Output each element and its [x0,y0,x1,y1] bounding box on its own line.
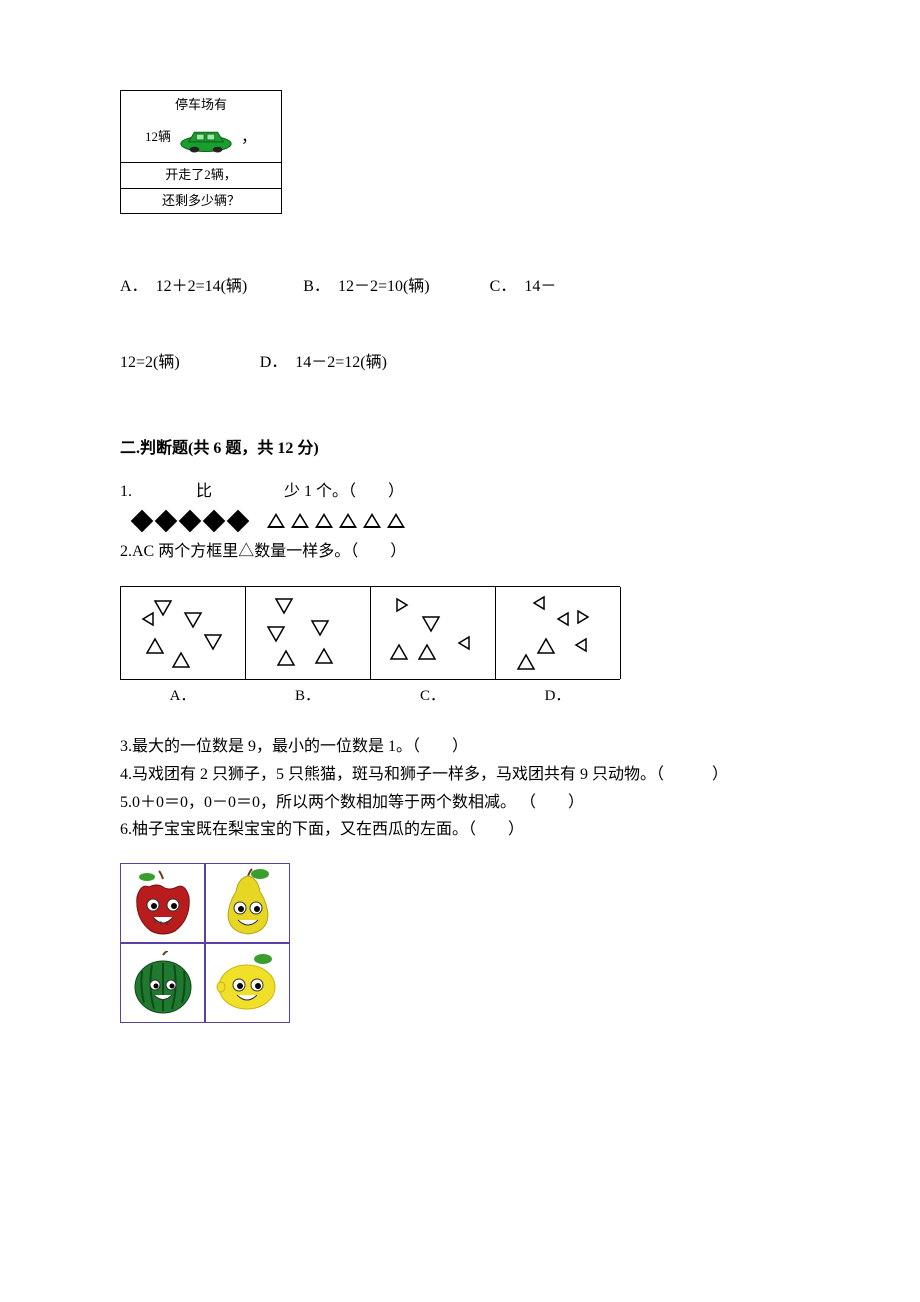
q1-mid: 比 [196,483,212,500]
options-row-2: 12=2(辆) D． 14－2=12(辆) [120,350,800,376]
apple-icon [131,869,195,937]
fruit-lemon-cell [205,943,290,1023]
box-a [121,587,246,679]
triangle-icon [387,513,405,528]
triangle-icon [339,513,357,528]
option-a-text: 12＋2=14(辆) [156,278,248,295]
fruit-grid [120,863,290,1023]
option-c-cont: 12=2(辆) [120,354,180,371]
options-row-1: A． 12＋2=14(辆) B． 12－2=10(辆) C． 14－ [120,274,800,300]
pear-icon [216,868,280,938]
diamond-icon [203,509,226,532]
box-label-b: B． [245,680,370,708]
q1-post: 少 1 个。（ ） [284,483,404,500]
diamond-icon [227,509,250,532]
option-d-label: D． [260,354,288,371]
boxes-figure: A． B． C． D． [120,586,800,708]
triangle-icon [363,513,381,528]
parking-middle: 12辆 ， [121,118,281,162]
q1-prefix: 1. [120,483,132,500]
parking-figure: 停车场有 12辆 ， 开走了2辆， 还剩多少辆？ [120,90,282,214]
box-a-shapes [121,587,246,679]
box-c-shapes [371,587,496,679]
box-d-shapes [496,587,621,679]
box-labels: A． B． C． D． [120,680,620,708]
fruit-pear-cell [205,863,290,943]
lemon-icon [213,951,283,1015]
watermelon-icon [130,951,196,1015]
parking-line3: 还剩多少辆？ [121,188,281,214]
question-3: 3.最大的一位数是 9，最小的一位数是 1。（ ） [120,734,800,760]
fruit-apple-cell [120,863,205,943]
diamond-icon [131,509,154,532]
option-b-text: 12－2=10(辆) [338,278,430,295]
question-4: 4.马戏团有 2 只狮子，5 只熊猫，斑马和狮子一样多，马戏团共有 9 只动物。… [120,762,800,788]
fruit-melon-cell [120,943,205,1023]
question-5: 5.0＋0＝0，0－0＝0，所以两个数相加等于两个数相减。 （ ） [120,790,800,816]
triangle-icon [291,513,309,528]
triangle-icon [267,513,285,528]
fruit-row-2 [120,943,290,1023]
fruit-row-1 [120,863,290,943]
diamond-icon [155,509,178,532]
parking-title: 停车场有 [121,91,281,118]
option-c-label: C． [490,278,517,295]
diamond-icon [179,509,202,532]
option-a-label: A． [120,278,148,295]
triangles-group [266,507,406,533]
box-c [371,587,496,679]
box-d [496,587,621,679]
parking-line2: 开走了2辆， [121,162,281,188]
option-d-text: 14－2=12(辆) [295,354,387,371]
comma: ， [241,125,257,151]
box-b-shapes [246,587,371,679]
box-label-c: C． [370,680,495,708]
box-b [246,587,371,679]
option-b-label: B． [303,278,330,295]
diamonds-group [132,507,248,533]
triangle-icon [315,513,333,528]
q1-shapes-row [120,507,800,533]
parking-count: 12辆 [145,127,171,148]
question-1: 1. 比 少 1 个。（ ） [120,479,800,505]
section-2-title: 二.判断题(共 6 题，共 12 分) [120,436,800,462]
option-c-text: 14－ [524,278,556,295]
question-6: 6.柚子宝宝既在梨宝宝的下面，又在西瓜的左面。（ ） [120,817,800,843]
question-2: 2.AC 两个方框里△数量一样多。（ ） [120,539,800,565]
box-label-d: D． [495,680,620,708]
box-label-a: A． [120,680,245,708]
boxes-row [120,586,620,680]
car-icon [177,122,235,154]
